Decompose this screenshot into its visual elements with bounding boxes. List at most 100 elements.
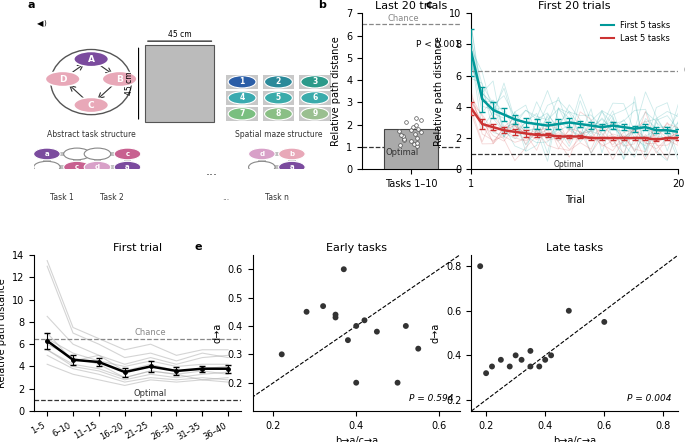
- Point: [397, 132, 408, 139]
- Circle shape: [249, 161, 275, 173]
- Text: 6: 6: [312, 93, 317, 103]
- FancyBboxPatch shape: [262, 107, 295, 121]
- Circle shape: [249, 148, 275, 160]
- FancyBboxPatch shape: [43, 157, 51, 164]
- Point: [394, 128, 405, 135]
- Bar: [384, 129, 438, 169]
- Circle shape: [279, 148, 305, 160]
- Text: A: A: [88, 54, 95, 64]
- Text: ◀: ◀: [38, 19, 44, 28]
- FancyBboxPatch shape: [53, 179, 71, 182]
- Point: [301, 308, 312, 315]
- Text: C: C: [88, 100, 95, 110]
- Text: b: b: [289, 151, 295, 157]
- FancyBboxPatch shape: [104, 165, 121, 169]
- Text: 8: 8: [276, 109, 281, 118]
- Point: [416, 129, 427, 136]
- Circle shape: [301, 76, 329, 88]
- Point: [408, 123, 419, 130]
- Text: d: d: [45, 177, 49, 183]
- FancyBboxPatch shape: [124, 170, 132, 178]
- FancyBboxPatch shape: [226, 75, 258, 89]
- Point: [410, 121, 421, 128]
- Point: [413, 345, 424, 352]
- Y-axis label: Relative path distance: Relative path distance: [434, 36, 444, 146]
- Text: c: c: [125, 151, 129, 157]
- Y-axis label: Relative path distance: Relative path distance: [0, 278, 7, 388]
- Text: P = 0.594: P = 0.594: [409, 394, 453, 403]
- Circle shape: [279, 161, 305, 173]
- Text: a: a: [125, 164, 130, 170]
- Title: Last 20 trials: Last 20 trials: [375, 1, 447, 11]
- FancyBboxPatch shape: [258, 170, 266, 178]
- Title: Late tasks: Late tasks: [546, 243, 603, 253]
- FancyBboxPatch shape: [299, 75, 331, 89]
- Title: First trial: First trial: [113, 243, 162, 253]
- Point: [276, 351, 287, 358]
- Point: [525, 347, 536, 354]
- Text: Chance: Chance: [135, 328, 166, 337]
- Title: First 20 trials: First 20 trials: [538, 1, 611, 11]
- FancyBboxPatch shape: [269, 152, 285, 156]
- Text: 9: 9: [312, 109, 317, 118]
- Point: [410, 114, 421, 122]
- Point: [394, 141, 405, 148]
- Title: Early tasks: Early tasks: [325, 243, 387, 253]
- FancyBboxPatch shape: [43, 170, 51, 178]
- Text: Optimal: Optimal: [134, 389, 167, 398]
- Circle shape: [45, 71, 80, 87]
- Point: [371, 328, 382, 335]
- FancyBboxPatch shape: [94, 157, 101, 164]
- Text: a: a: [28, 0, 36, 10]
- Text: Task n: Task n: [265, 193, 288, 202]
- Text: ): ): [44, 19, 47, 26]
- Circle shape: [301, 92, 329, 104]
- Point: [495, 356, 506, 363]
- Circle shape: [84, 161, 111, 173]
- Point: [392, 379, 403, 386]
- Y-axis label: d→a: d→a: [212, 323, 222, 343]
- Point: [359, 317, 370, 324]
- Text: d: d: [260, 151, 264, 157]
- Circle shape: [228, 76, 256, 88]
- Point: [318, 303, 329, 310]
- Point: [406, 138, 416, 145]
- FancyBboxPatch shape: [288, 170, 296, 178]
- Text: 1: 1: [240, 77, 245, 86]
- Circle shape: [34, 148, 60, 160]
- Y-axis label: Relative path distance: Relative path distance: [331, 36, 340, 146]
- Text: Abstract task structure: Abstract task structure: [47, 130, 136, 139]
- X-axis label: b→a/c→a: b→a/c→a: [553, 436, 597, 442]
- FancyBboxPatch shape: [104, 152, 121, 156]
- Text: d: d: [95, 164, 100, 170]
- Circle shape: [249, 175, 275, 186]
- FancyBboxPatch shape: [53, 152, 71, 156]
- Circle shape: [64, 175, 90, 186]
- Text: Spatial maze structure: Spatial maze structure: [235, 130, 322, 139]
- Text: ...: ...: [206, 165, 217, 178]
- Text: D: D: [59, 75, 66, 84]
- Circle shape: [64, 148, 90, 160]
- FancyBboxPatch shape: [104, 179, 121, 182]
- FancyBboxPatch shape: [73, 170, 81, 178]
- FancyBboxPatch shape: [299, 91, 331, 105]
- FancyBboxPatch shape: [269, 179, 285, 182]
- Point: [411, 139, 422, 146]
- FancyBboxPatch shape: [226, 91, 258, 105]
- FancyBboxPatch shape: [124, 157, 132, 164]
- Point: [486, 363, 497, 370]
- Point: [400, 322, 411, 329]
- Point: [398, 136, 409, 143]
- Text: a: a: [45, 151, 49, 157]
- Circle shape: [279, 175, 305, 186]
- Text: b: b: [318, 0, 326, 10]
- Text: 3: 3: [312, 77, 317, 86]
- Circle shape: [264, 76, 292, 88]
- Point: [599, 318, 610, 325]
- X-axis label: Trial: Trial: [564, 194, 585, 205]
- Text: P < 0.001: P < 0.001: [416, 40, 460, 49]
- FancyBboxPatch shape: [226, 107, 258, 121]
- Point: [330, 314, 341, 321]
- Point: [351, 379, 362, 386]
- Point: [338, 266, 349, 273]
